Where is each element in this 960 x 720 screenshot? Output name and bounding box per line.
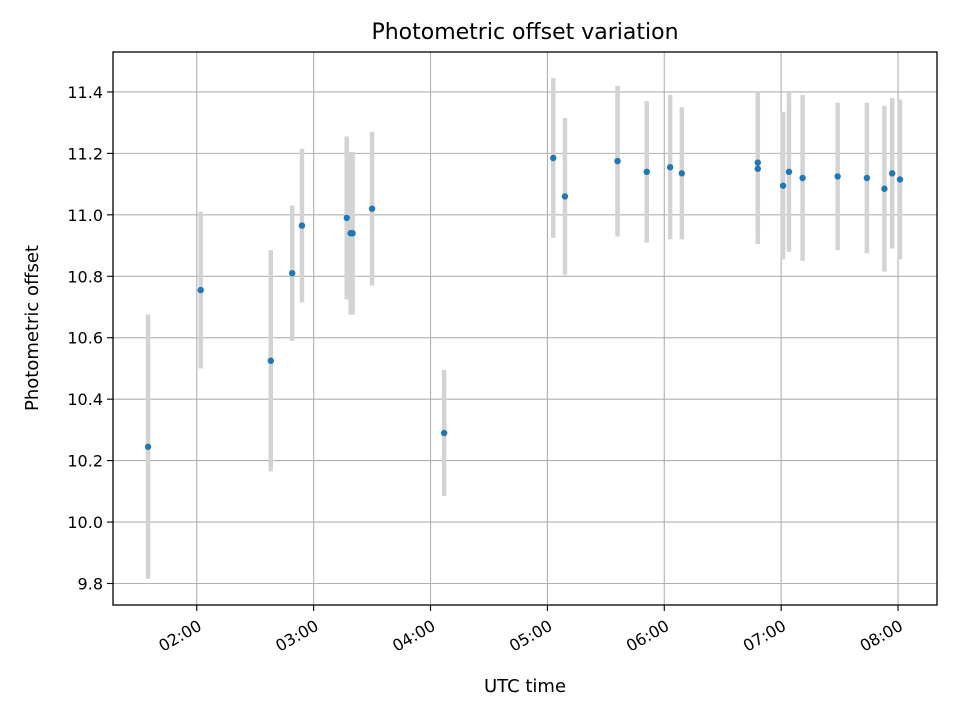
data-point [298,222,306,229]
data-points [144,154,904,450]
data-point [343,214,350,222]
data-point [561,193,569,200]
data-point [368,205,376,212]
data-point [614,157,621,165]
x-axis-label: UTC time [484,676,566,697]
data-point [834,173,841,180]
y-tick-label: 11.4 [67,83,103,102]
data-point [267,357,274,364]
data-point [144,443,152,450]
plot-area [113,52,937,605]
data-point [896,176,904,183]
data-point [197,286,204,294]
data-point [754,159,761,166]
data-point [863,174,871,182]
chart-title: Photometric offset variation [371,20,678,45]
data-point [349,230,356,237]
data-point [881,185,888,192]
data-point [550,154,557,162]
data-point [440,429,448,437]
data-point [779,182,787,189]
y-tick-label: 9.8 [78,574,103,593]
y-tick-label: 10.8 [67,267,103,286]
data-point [785,168,793,176]
data-point [754,165,761,172]
data-point [799,174,806,182]
data-point [289,270,296,277]
y-tick-label: 11.2 [67,144,103,163]
data-point [643,168,650,176]
y-tick-label: 10.4 [67,390,103,409]
y-axis-label: Photometric offset [22,245,43,411]
plot-frame [112,51,938,606]
y-tick-label: 10.6 [67,329,103,348]
y-tick-label: 11.0 [67,206,103,225]
data-point [678,170,686,177]
data-point [666,164,674,171]
y-tick-label: 10.0 [67,513,103,532]
y-tick-label: 10.2 [67,452,103,471]
data-point [888,170,896,177]
